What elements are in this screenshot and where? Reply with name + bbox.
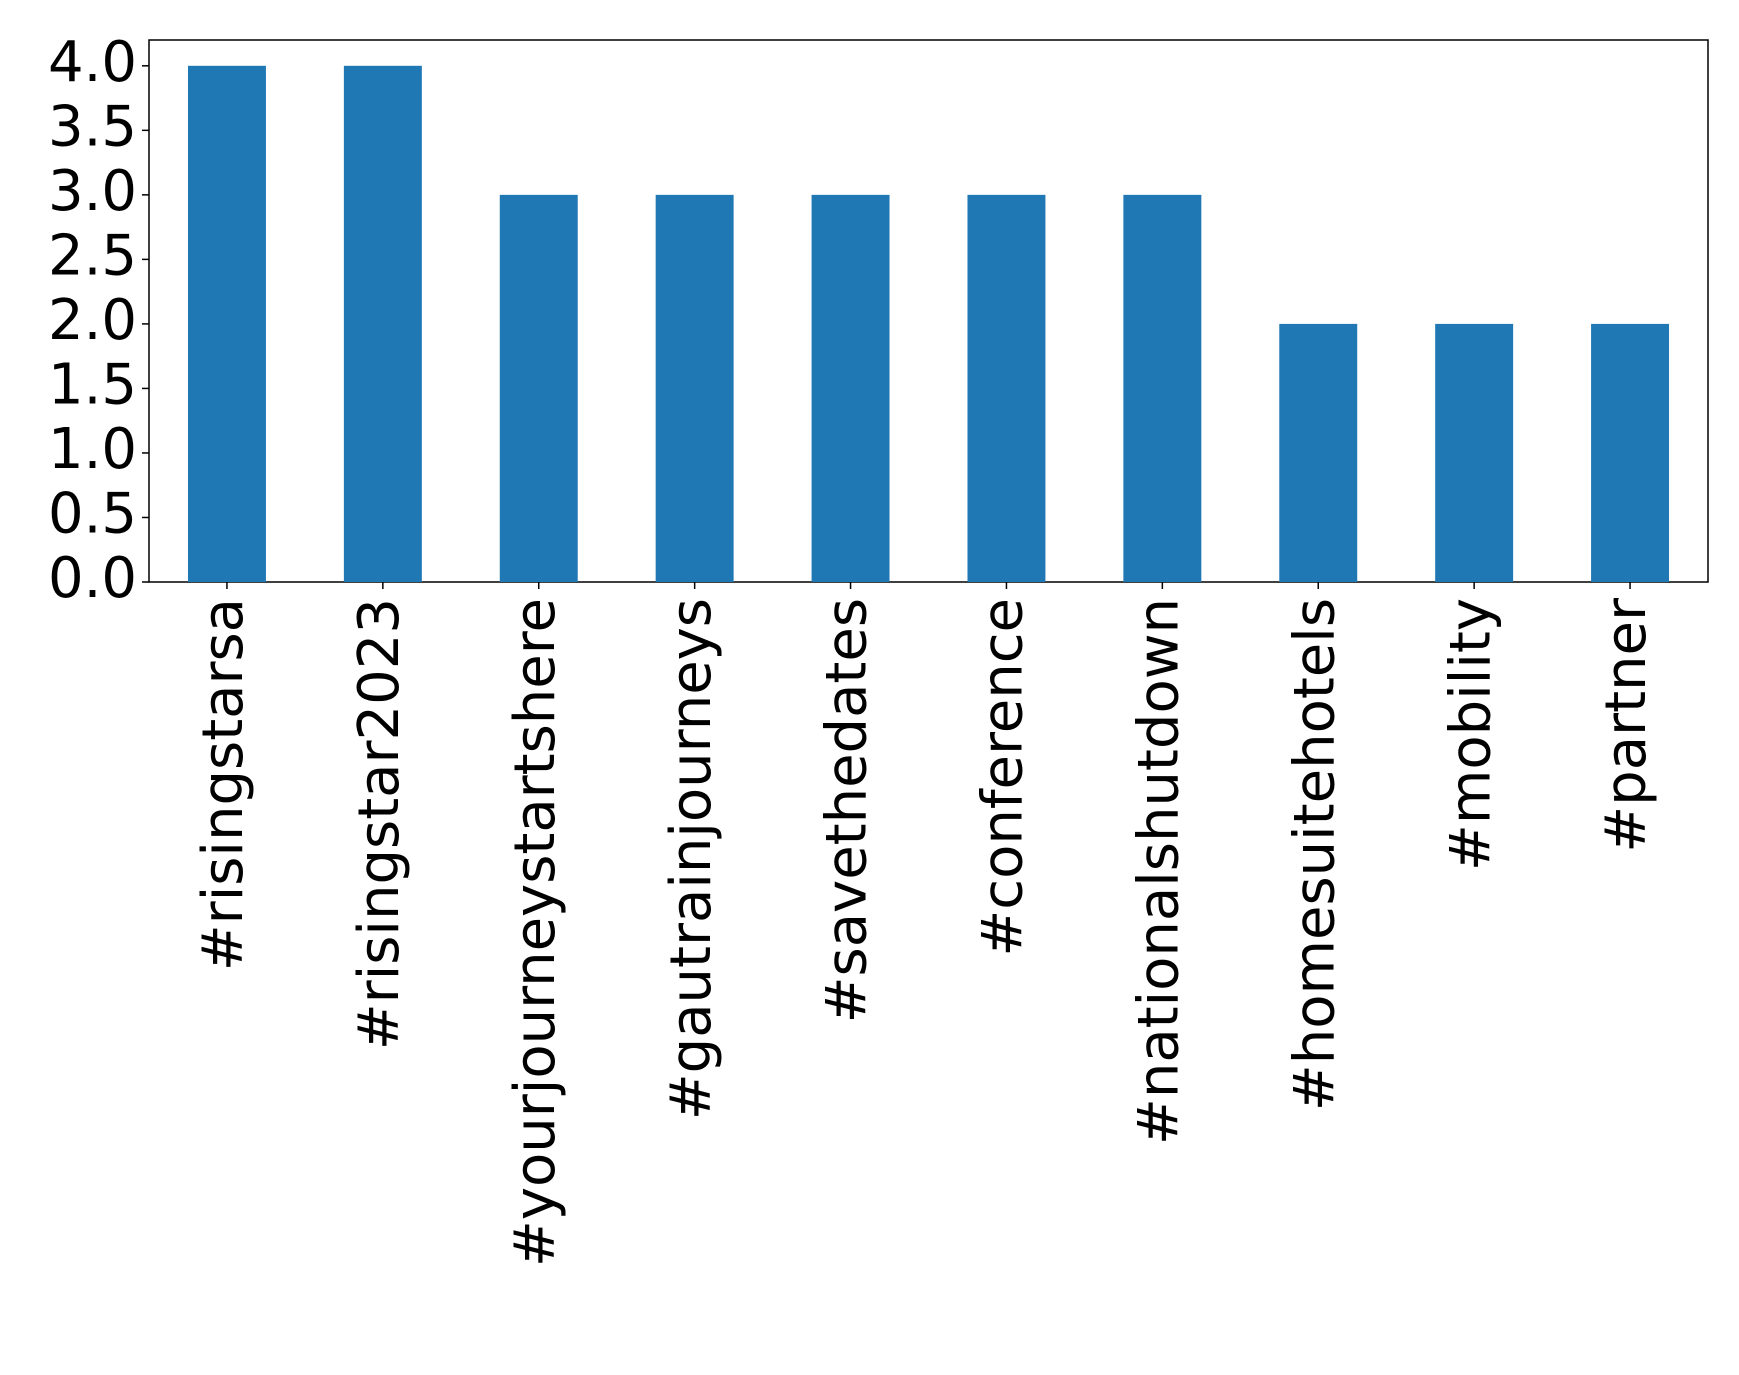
bar	[1123, 194, 1202, 582]
x-tick-label: #mobility	[1438, 598, 1503, 871]
bar	[655, 194, 734, 582]
x-tick-label: #nationalshutdown	[1126, 598, 1191, 1145]
x-tick-label: #gautrainjourneys	[659, 598, 724, 1120]
y-tick-label: 1.0	[48, 417, 137, 482]
bar	[1279, 323, 1358, 582]
x-tick-label: #conference	[971, 598, 1036, 957]
x-tick-label: #partner	[1594, 597, 1659, 853]
y-tick-label: 1.5	[48, 353, 137, 418]
y-tick-label: 4.0	[48, 30, 137, 95]
bar	[343, 65, 422, 583]
x-tick-label: #savethedates	[815, 598, 880, 1023]
y-tick-label: 3.5	[48, 94, 137, 159]
y-tick-label: 3.0	[48, 159, 137, 224]
x-tick-label: #yourjourneystartshere	[503, 598, 568, 1267]
bar	[811, 194, 890, 582]
bar	[967, 194, 1046, 582]
x-tick-label: #risingstarsa	[191, 598, 256, 971]
plot-frame	[148, 39, 1709, 583]
y-tick-label: 0.5	[48, 482, 137, 547]
y-tick-label: 2.5	[48, 224, 137, 289]
x-tick-label: #risingstar2023	[347, 598, 412, 1050]
bar	[499, 194, 578, 582]
y-tick-label: 0.0	[48, 546, 137, 611]
bar	[187, 65, 266, 583]
bar	[1591, 323, 1670, 582]
y-tick-label: 2.0	[48, 288, 137, 353]
x-tick-label: #homesuitehotels	[1282, 598, 1347, 1111]
bar	[1435, 323, 1514, 582]
